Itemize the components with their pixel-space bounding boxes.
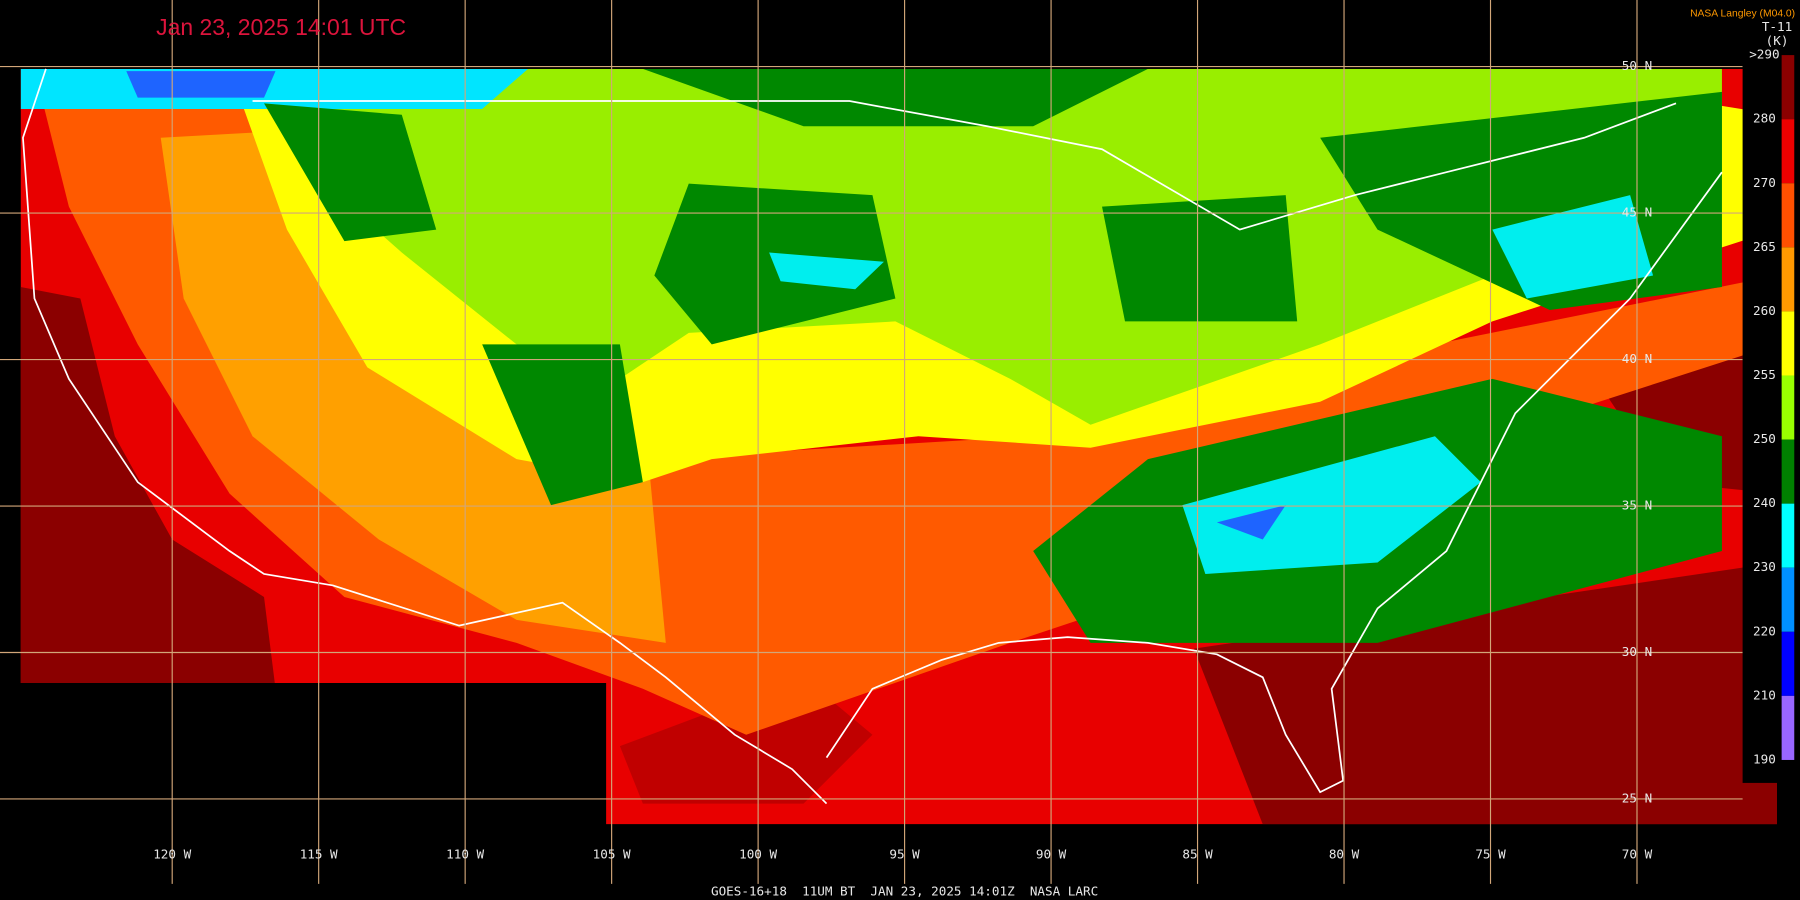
latitude-label: 45 N [1622,205,1652,220]
colorbar-label: 255 [1753,367,1776,382]
colorbar-label: 280 [1753,111,1776,126]
colorbar-segment [1781,311,1795,376]
longitude-label: 120 W [153,847,191,862]
longitude-label: 85 W [1182,847,1213,862]
colorbar-segment [1781,567,1795,632]
field-darkred [20,286,276,689]
longitude-label: 75 W [1475,847,1506,862]
latitude-label: 25 N [1622,790,1652,805]
graticule: 120 W 115 W 110 W 105 W 100 W 95 W 90 W 85 W 80 … [0,0,1743,884]
colorbar-segment [1781,631,1795,696]
field-green [482,344,643,506]
colorbar-segment [1781,183,1795,248]
colorbar-label: 270 [1753,175,1776,190]
colorbar-segment [1781,503,1795,568]
longitude-label: 80 W [1329,847,1360,862]
latitude-label: 50 N [1622,58,1652,73]
field-cyan [20,68,529,110]
colorbar-segment [1781,119,1795,184]
colorbar-title: T-11 [1762,19,1792,34]
colorbar-segment [1781,695,1795,760]
colorbar-segment [1781,439,1795,504]
colorbar-label: 230 [1753,559,1776,574]
field-blue [126,71,276,98]
colorbar-segment [1781,247,1795,312]
coastline [825,171,1723,794]
colorbar-segment [1781,375,1795,440]
longitude-label: 95 W [889,847,920,862]
colorbar-label: 190 [1753,751,1776,766]
coastline [22,68,828,805]
longitude-label: 90 W [1036,847,1067,862]
field-green [642,68,1148,127]
longitude-label: 100 W [739,847,777,862]
colorbar-label: 220 [1753,623,1776,638]
field-green [1102,195,1298,322]
longitude-label: 110 W [446,847,484,862]
colorbar-label: 210 [1753,687,1776,702]
longitude-label: 115 W [300,847,338,862]
longitude-label: 70 W [1622,847,1653,862]
attribution: NASA Langley (M04.0) [1690,9,1795,20]
latitude-label: 40 N [1622,351,1652,366]
colorbar-label: >290 [1749,47,1779,62]
footer: GOES-16+18 11UM BT JAN 23, 2025 14:01Z N… [711,883,1098,898]
colorbar-label: 250 [1753,431,1776,446]
field-cyan [1182,436,1481,574]
colorbar-segment [1781,55,1795,120]
field-cyan [769,252,884,290]
colorbar-label: 260 [1753,303,1776,318]
colorbar-label: 265 [1753,239,1776,254]
longitude-label: 105 W [593,847,631,862]
field-cyan [1492,195,1654,299]
colorbar: >290 280 270 265 260 255 250 240 230 220 210 190 [1749,47,1795,766]
field-green [264,103,437,242]
latitude-label: 35 N [1622,498,1652,513]
borders [22,68,1723,805]
latitude-label: 30 N [1622,644,1652,659]
timestamp: Jan 23, 2025 14:01 UTC [156,14,406,40]
colorbar-label: 240 [1753,495,1776,510]
colorbar-unit: (K) [1766,33,1789,48]
border-line [252,100,1677,231]
